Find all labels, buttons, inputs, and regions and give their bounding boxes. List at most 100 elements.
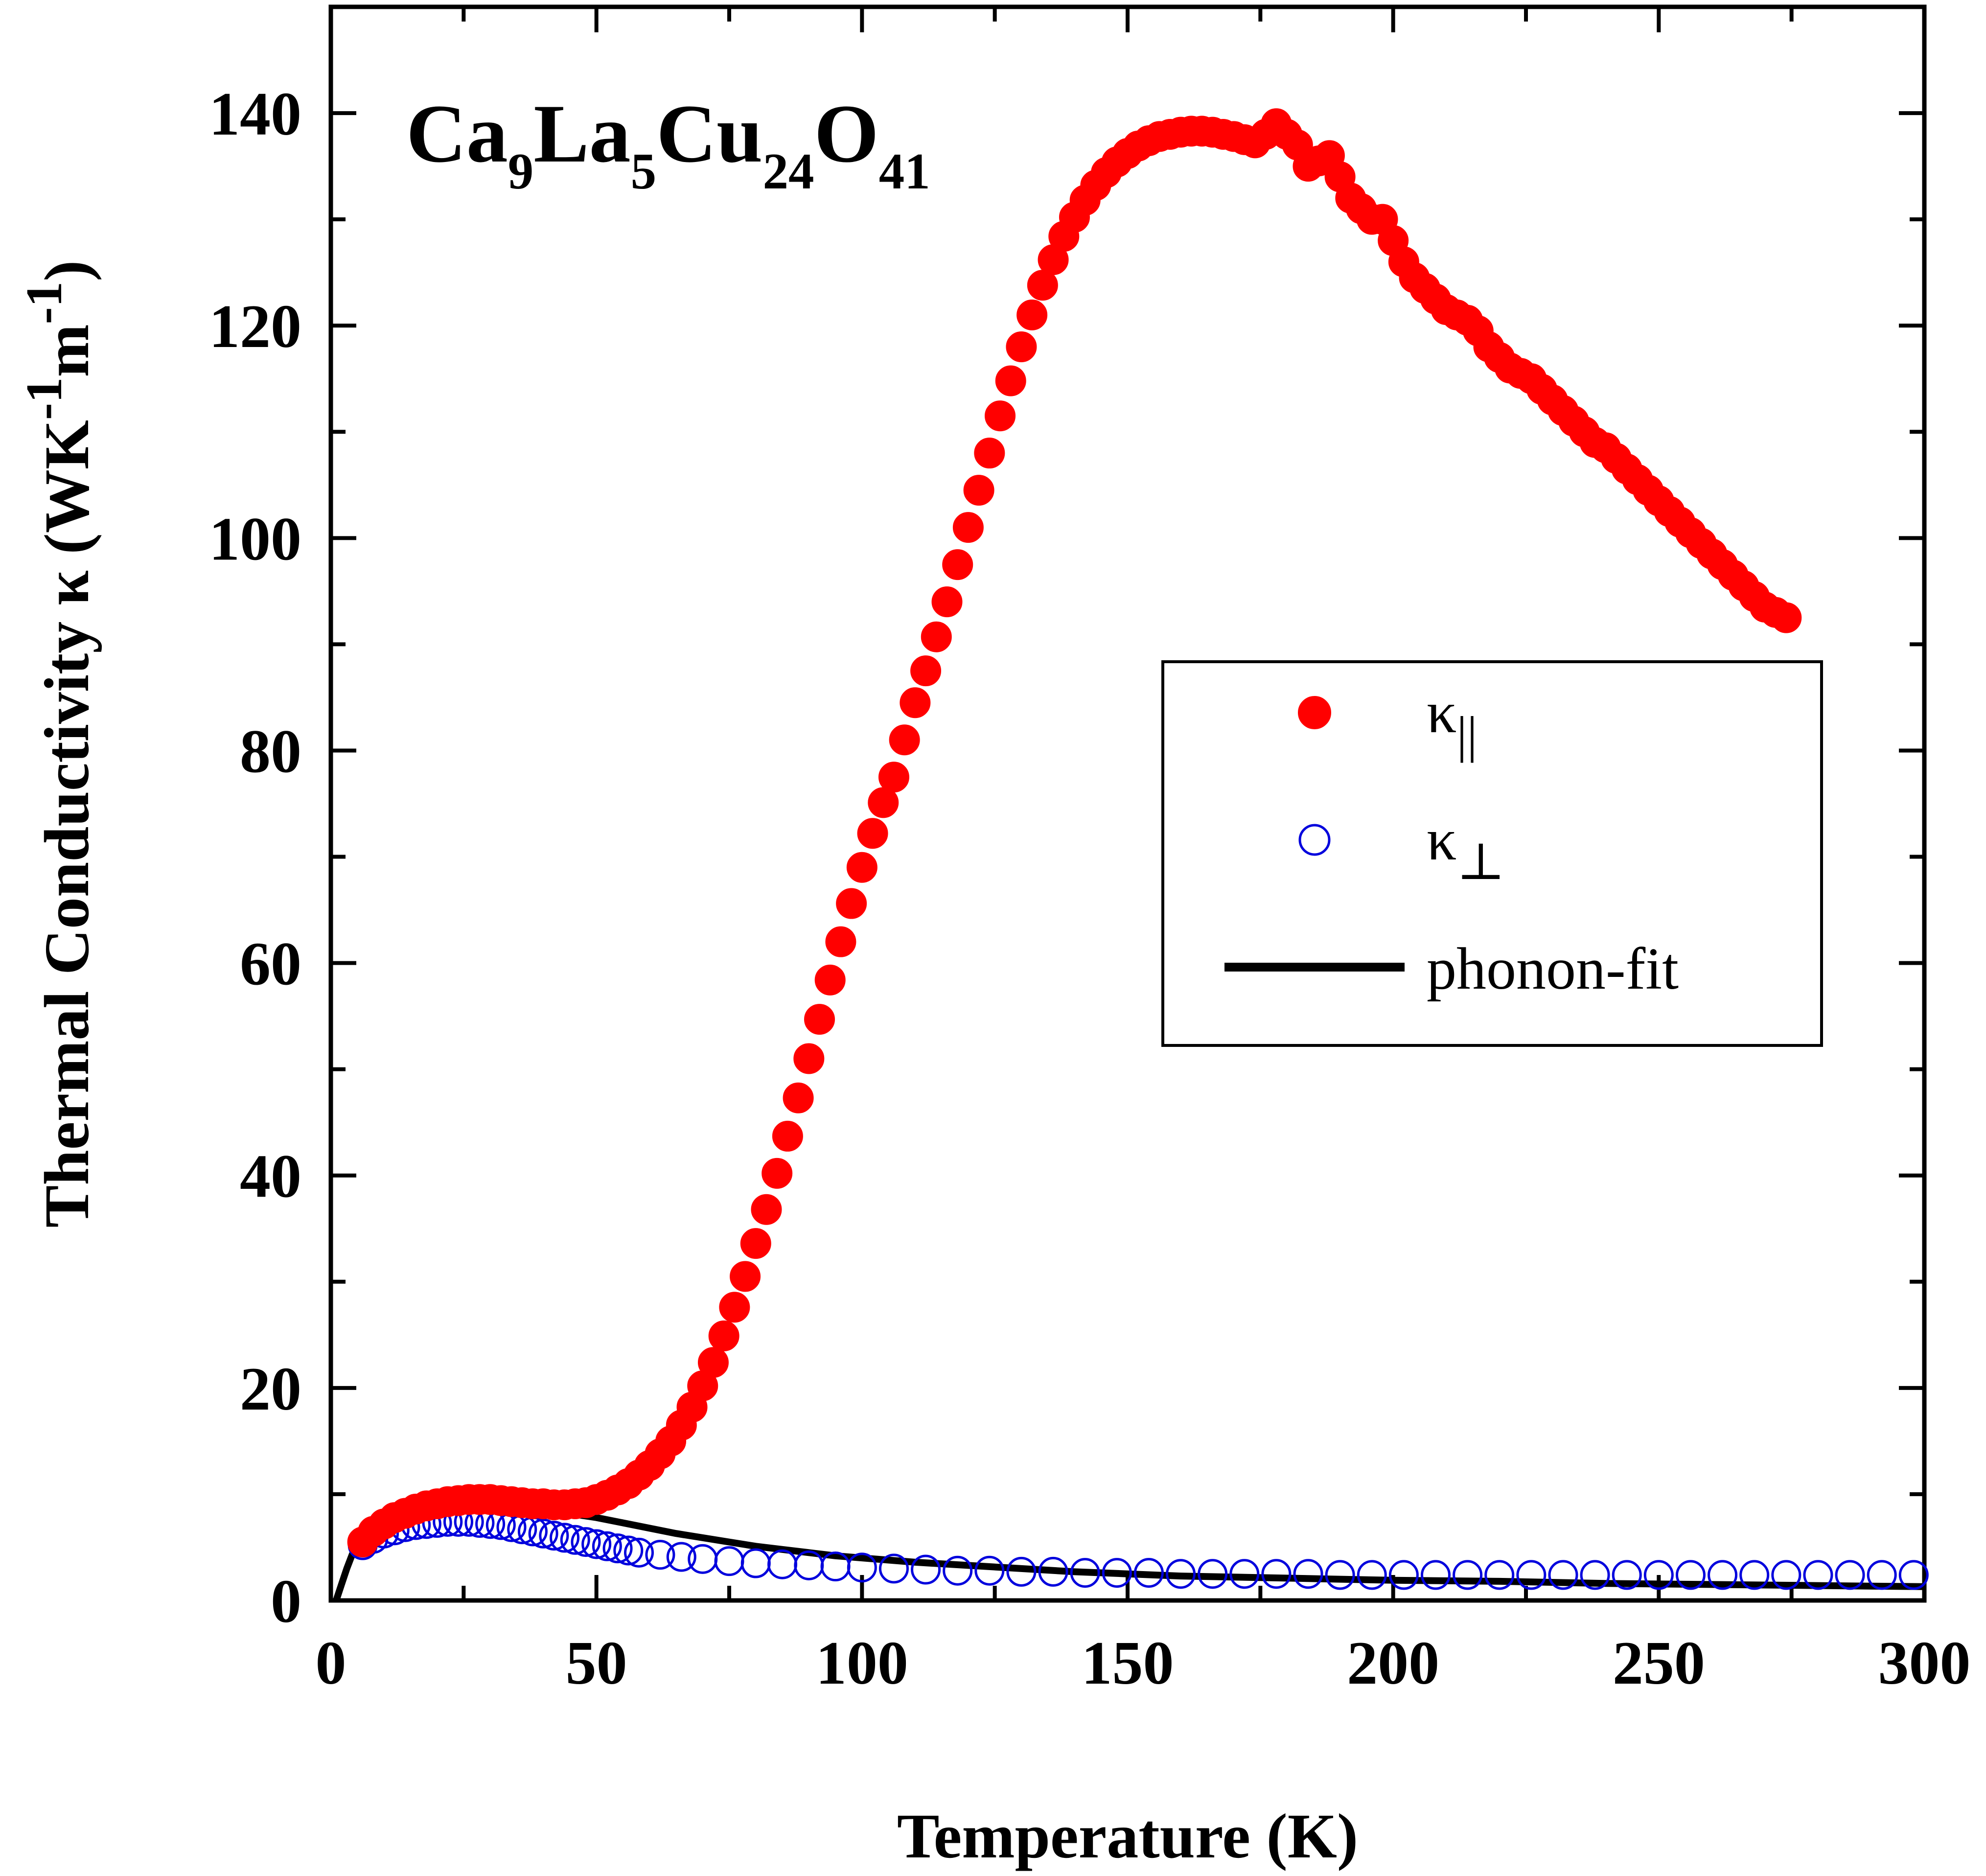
kappa-par-point [921, 621, 952, 652]
kappa-par-point [751, 1194, 782, 1225]
kappa-perp-point [1739, 1560, 1770, 1590]
kappa-perp-point [974, 1555, 1005, 1586]
kappa-par-point [1006, 331, 1037, 363]
kappa-par-point [1771, 602, 1802, 633]
kappa-perp-point [528, 1518, 558, 1549]
kappa-par-point [804, 1004, 835, 1035]
kappa-perp-point [740, 1548, 771, 1578]
compound-label: Ca9La5Cu24O41 [406, 88, 930, 200]
x-tick-label: 200 [1347, 1629, 1439, 1697]
kappa-perp-point [602, 1533, 633, 1564]
kappa-perp-point [1803, 1560, 1833, 1590]
kappa-perp-point [666, 1542, 696, 1572]
kappa-perp-point [624, 1537, 654, 1568]
plot-area: 0 50 100 150 200 250 300 0 20 40 60 80 100 120 140 [209, 4, 1971, 1697]
kappa-perp-point [1325, 1560, 1355, 1590]
kappa-par-point [985, 400, 1016, 432]
kappa-perp-point [1548, 1560, 1578, 1590]
kappa-par-point [889, 724, 920, 756]
kappa-par-point [931, 586, 963, 618]
x-tick-label: 100 [816, 1629, 908, 1697]
x-tick-label: 150 [1082, 1629, 1174, 1697]
kappa-par-point [942, 549, 973, 580]
kappa-par-point [719, 1292, 750, 1323]
legend-box [1161, 660, 1823, 1047]
kappa-perp-point [1420, 1560, 1451, 1590]
kappa-perp-point [943, 1555, 973, 1586]
kappa-perp-point [1229, 1559, 1260, 1589]
kappa-par-point [793, 1043, 825, 1074]
kappa-perp-point [1675, 1560, 1706, 1590]
kappa-perp-point [1166, 1559, 1196, 1589]
kappa-par-point [857, 818, 888, 849]
x-tick-label: 250 [1613, 1629, 1705, 1697]
kappa-perp-point [1484, 1560, 1515, 1590]
kappa-par-point [995, 365, 1026, 396]
kappa-perp-point [560, 1525, 590, 1555]
kappa-perp-point [550, 1523, 580, 1553]
kappa-par-point [836, 888, 867, 919]
kappa-par-point [762, 1158, 793, 1189]
kappa-par-point [974, 438, 1005, 469]
y-tick-label: 60 [240, 930, 301, 998]
kappa-perp-point [767, 1549, 798, 1579]
kappa-perp-point [878, 1553, 909, 1584]
legend-label-kappa-par: κ|| [1427, 679, 1478, 763]
kappa-perp-point [1070, 1558, 1100, 1588]
y-tick-label: 100 [209, 505, 301, 573]
kappa-perp-point [1580, 1560, 1610, 1590]
kappa-perp-point [1102, 1558, 1132, 1588]
kappa-perp-point [571, 1527, 601, 1557]
kappa-perp-point [1357, 1560, 1387, 1590]
kappa-perp-point [1612, 1560, 1642, 1590]
y-tick-label: 140 [209, 80, 301, 148]
kappa-perp-point [1293, 1559, 1323, 1589]
kappa-par-point [910, 655, 942, 687]
kappa-perp-point [1708, 1560, 1738, 1590]
legend-label-kappa-perp: κ⊥ [1427, 807, 1505, 890]
x-tick-label: 50 [566, 1629, 627, 1697]
kappa-par-point [963, 475, 994, 506]
legend-label-phonon-fit: phonon-fit [1427, 936, 1679, 1002]
kappa-perp-point [1006, 1556, 1037, 1587]
kappa-perp-point [1133, 1558, 1164, 1588]
kappa-perp-point [1038, 1556, 1068, 1587]
kappa-perp-point [1198, 1559, 1228, 1589]
axis-ticks [329, 5, 1926, 1602]
kappa-perp-point [539, 1521, 569, 1551]
kappa-perp-point [1898, 1560, 1929, 1590]
x-tick-label: 300 [1878, 1629, 1971, 1697]
legend: κ|| κ⊥ phonon-fit [1161, 660, 1823, 1047]
kappa-par-point [814, 964, 846, 996]
kappa-par-point [772, 1120, 803, 1152]
kappa-par-point [783, 1082, 814, 1113]
kappa-par-point [846, 852, 878, 883]
y-tick-label: 0 [271, 1568, 301, 1636]
kappa-perp-point [1516, 1560, 1547, 1590]
kappa-par-point [1016, 299, 1048, 330]
kappa-perp-point [1643, 1560, 1674, 1590]
kappa-perp-point [1867, 1560, 1897, 1590]
y-tick-label: 120 [209, 293, 301, 361]
kappa-par-point [825, 926, 856, 957]
legend-marker-kappa-perp [1298, 824, 1331, 856]
series-kappa-par [347, 108, 1802, 1558]
kappa-par-point [878, 762, 909, 793]
kappa-par-point [740, 1228, 771, 1259]
kappa-par-point [708, 1320, 739, 1352]
y-tick-label: 40 [240, 1143, 301, 1211]
kappa-perp-point [581, 1529, 612, 1559]
kappa-perp-point [847, 1552, 877, 1583]
kappa-perp-point [1261, 1559, 1292, 1589]
x-tick-labels: 0 50 100 150 200 250 300 [316, 1629, 1971, 1697]
kappa-perp-point [1453, 1560, 1483, 1590]
kappa-perp-point [613, 1535, 644, 1566]
kappa-par-point [900, 687, 931, 718]
legend-marker-kappa-par [1298, 696, 1331, 729]
y-axis-title: Thermal Conductivity κ (WK-1m-1) [15, 260, 102, 1228]
kappa-par-point [952, 512, 984, 543]
y-tick-labels: 0 20 40 60 80 100 120 140 [209, 80, 301, 1636]
y-tick-label: 20 [240, 1355, 301, 1423]
x-axis-title: Temperature (K) [897, 1801, 1358, 1872]
